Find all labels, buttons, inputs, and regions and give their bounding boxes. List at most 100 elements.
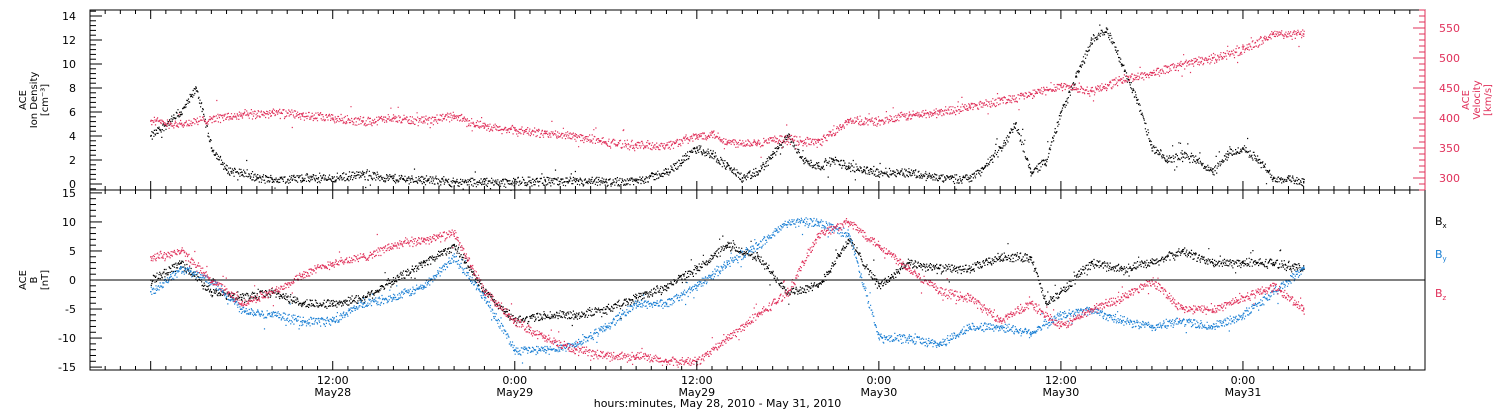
top-ion-density-point-24 bbox=[711, 153, 713, 155]
bottom-bz-point-28 bbox=[999, 320, 1002, 322]
bottom-left-tick-4: 5 bbox=[69, 245, 76, 258]
x-tick-day-2: May29 bbox=[678, 386, 715, 399]
bottom-bz-point-24 bbox=[878, 244, 880, 246]
top-velocity-point-21 bbox=[756, 141, 759, 143]
top-right-tick-2: 400 bbox=[1439, 112, 1460, 125]
top-velocity-point-37 bbox=[1242, 48, 1244, 50]
bottom-by-point-10 bbox=[453, 256, 455, 258]
bottom-bx-point-22 bbox=[817, 285, 819, 287]
bottom-bx-point-38 bbox=[1272, 261, 1275, 264]
top-velocity-point-10 bbox=[453, 114, 455, 116]
bottom-by-point-26 bbox=[938, 343, 941, 345]
top-velocity-point-6 bbox=[332, 117, 334, 119]
legend-by: By bbox=[1435, 248, 1447, 263]
bottom-bz-point-37 bbox=[1272, 285, 1275, 287]
bottom-by-point-24 bbox=[878, 337, 880, 339]
bottom-bx-point-34 bbox=[1151, 261, 1153, 264]
bottom-bz-point-10 bbox=[453, 232, 455, 235]
bottom-bz-point-34 bbox=[1181, 308, 1184, 310]
top-ion-density-point-17 bbox=[544, 179, 546, 182]
bottom-bz-point-35 bbox=[1212, 308, 1214, 310]
bottom-by-point-36 bbox=[1242, 314, 1244, 316]
bottom-bx-point-14 bbox=[574, 314, 577, 316]
top-velocity-point-18 bbox=[696, 135, 698, 137]
top-velocity-point-22 bbox=[787, 138, 789, 140]
x-tick-time-2: 12:00 bbox=[681, 374, 713, 387]
top-left-tick-7: 14 bbox=[62, 10, 76, 23]
legend-bz: Bz bbox=[1435, 287, 1447, 302]
top-ion-density-point-60 bbox=[1303, 181, 1305, 183]
top-ion-density-point-2 bbox=[180, 111, 182, 113]
top-ion-density-point-18 bbox=[574, 181, 577, 183]
top-ion-density-point-58 bbox=[1272, 177, 1275, 179]
bottom-bx-point-28 bbox=[999, 256, 1002, 258]
top-panel-frame bbox=[89, 9, 1426, 191]
x-tick-time-0: 12:00 bbox=[317, 374, 349, 387]
svg-text:ACE: ACE bbox=[18, 270, 29, 290]
bottom-by-point-23 bbox=[847, 232, 850, 235]
bottom-by-point-30 bbox=[1060, 314, 1062, 316]
bottom-left-tick-0: -15 bbox=[58, 361, 76, 374]
x-axis-label: hours:minutes, May 28, 2010 - May 31, 20… bbox=[594, 397, 842, 410]
x-tick-day-1: May29 bbox=[496, 386, 533, 399]
bottom-by-point-13 bbox=[544, 349, 546, 351]
bottom-by-point-20 bbox=[756, 244, 759, 246]
top-ion-density-point-45 bbox=[1075, 75, 1077, 77]
bottom-bx-point-30 bbox=[1045, 302, 1047, 305]
bottom-bz-point-14 bbox=[574, 349, 577, 351]
bottom-bx-point-36 bbox=[1212, 261, 1214, 264]
top-right-tick-1: 350 bbox=[1439, 142, 1460, 155]
bottom-bz-point-0 bbox=[150, 256, 152, 258]
bottom-bz-point-32 bbox=[1120, 296, 1123, 299]
bottom-bx-point-5 bbox=[301, 302, 304, 305]
top-velocity-point-20 bbox=[726, 141, 728, 143]
top-ion-density-point-13 bbox=[423, 178, 425, 180]
top-right-axis-title: ACE Velocity [km/s] bbox=[1461, 80, 1494, 119]
bottom-left-tick-3: 0 bbox=[69, 274, 76, 287]
svg-text:ACE: ACE bbox=[18, 90, 29, 110]
top-velocity-point-8 bbox=[392, 117, 395, 119]
bottom-by-point-25 bbox=[908, 337, 911, 339]
top-ion-density-point-5 bbox=[225, 169, 228, 171]
bottom-bz-point-27 bbox=[969, 296, 971, 299]
top-ion-density-point-50 bbox=[1151, 147, 1153, 149]
bottom-by-point-0 bbox=[150, 291, 152, 293]
top-velocity-point-24 bbox=[847, 120, 850, 122]
bottom-left-tick-2: -5 bbox=[65, 303, 76, 316]
top-velocity-point-31 bbox=[1060, 84, 1062, 86]
bottom-bz-point-38 bbox=[1303, 308, 1305, 310]
x-tick-day-4: May30 bbox=[1043, 386, 1080, 399]
svg-text:ACE: ACE bbox=[1461, 90, 1472, 110]
bottom-by-point-22 bbox=[817, 221, 819, 223]
top-ion-density-point-49 bbox=[1136, 99, 1138, 101]
top-left-tick-3: 6 bbox=[69, 106, 76, 119]
top-ion-density-point-41 bbox=[1014, 123, 1017, 125]
top-velocity-point-23 bbox=[817, 141, 819, 143]
bottom-bz-point-5 bbox=[301, 273, 304, 275]
top-right-tick-3: 450 bbox=[1439, 82, 1460, 95]
top-ion-density-point-22 bbox=[681, 159, 683, 161]
top-ion-density-point-27 bbox=[756, 171, 759, 173]
bottom-bx-point-19 bbox=[726, 244, 728, 246]
top-velocity-point-11 bbox=[483, 126, 486, 128]
top-ion-density-point-47 bbox=[1105, 27, 1108, 29]
bottom-by-point-9 bbox=[423, 285, 425, 287]
bottom-left-tick-5: 10 bbox=[62, 216, 76, 229]
top-ion-density-point-36 bbox=[908, 171, 911, 173]
x-tick-time-1: 0:00 bbox=[502, 374, 527, 387]
x-tick-time-5: 0:00 bbox=[1231, 374, 1256, 387]
bottom-bz-point-17 bbox=[665, 360, 668, 363]
top-velocity-point-26 bbox=[908, 114, 911, 116]
bottom-by-point-33 bbox=[1151, 325, 1153, 328]
top-ion-density-point-23 bbox=[696, 147, 698, 149]
top-ion-density-point-55 bbox=[1227, 153, 1229, 155]
top-right-tick-5: 550 bbox=[1439, 22, 1460, 35]
bottom-by-point-32 bbox=[1120, 320, 1123, 322]
bottom-by-point-11 bbox=[483, 296, 486, 299]
top-velocity-point-12 bbox=[514, 129, 516, 131]
top-ion-density-point-33 bbox=[847, 165, 850, 167]
top-velocity-point-14 bbox=[574, 135, 577, 137]
top-left-tick-2: 4 bbox=[69, 130, 76, 143]
bottom-bx-point-3 bbox=[241, 296, 243, 299]
